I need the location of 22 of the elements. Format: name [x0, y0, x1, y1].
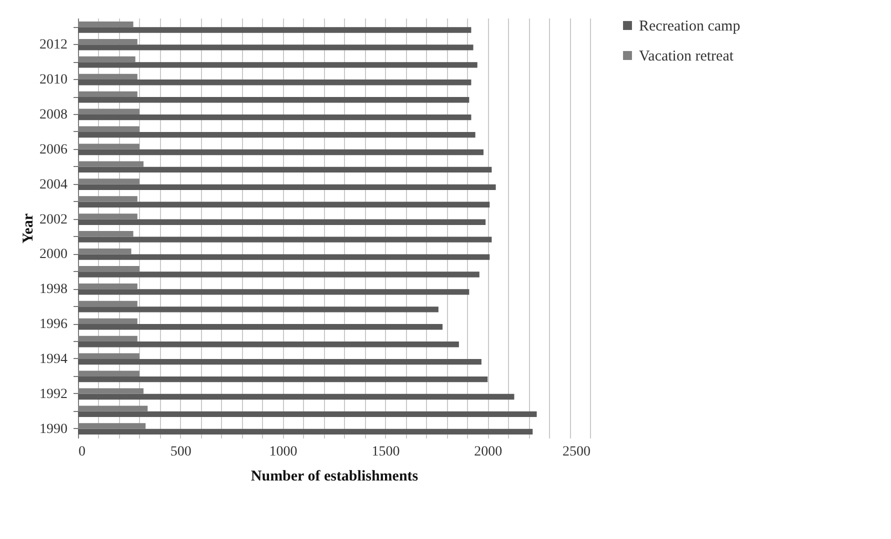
x-tick-label: 2000 — [474, 444, 502, 460]
x-tick-label: 500 — [170, 444, 192, 460]
y-tick-label: 2006 — [40, 142, 68, 158]
y-tick-label: 2004 — [40, 177, 68, 192]
legend-label: Recreation camp — [639, 18, 740, 34]
y-tick-label: 1996 — [40, 317, 68, 332]
y-tick-label: 1992 — [40, 386, 68, 402]
legend-label: Vacation retreat — [639, 48, 734, 64]
y-tick-label: 2002 — [40, 212, 68, 228]
y-tick-label: 1998 — [40, 282, 68, 298]
x-tick-label: 1000 — [269, 444, 298, 460]
x-tick-label: 2500 — [562, 444, 590, 460]
x-tick-label: 1500 — [372, 444, 400, 460]
y-tick-label: 2012 — [40, 38, 68, 53]
x-tick-label: 0 — [78, 444, 86, 460]
y-tick-label: 2000 — [40, 247, 68, 262]
y-tick-label: 1994 — [40, 352, 68, 367]
y-tick-label: 2010 — [40, 72, 68, 88]
y-axis-title: Year — [20, 213, 36, 244]
y-tick-label: 1990 — [40, 422, 68, 437]
y-tick-label: 2008 — [40, 107, 68, 122]
x-axis-title: Number of establishments — [250, 468, 418, 484]
